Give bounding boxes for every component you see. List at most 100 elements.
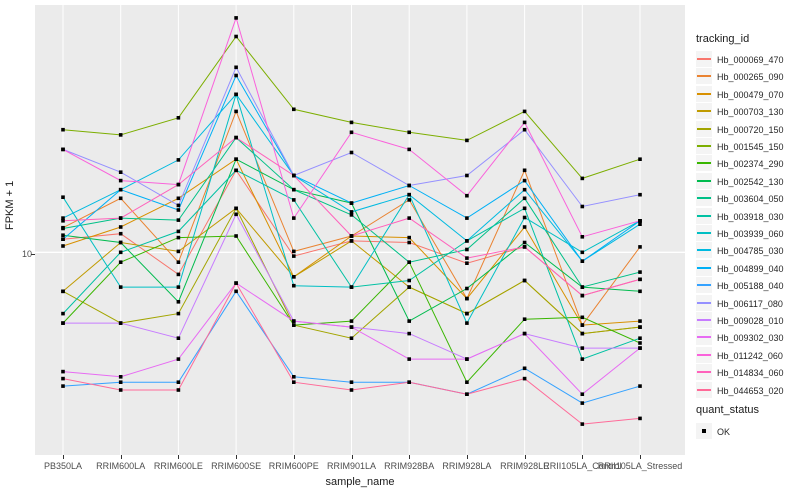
- legend-entry-label: OK: [717, 427, 731, 437]
- legend-key-swatch: [696, 381, 712, 398]
- data-point: [118, 250, 123, 255]
- legend-key-swatch: [696, 277, 712, 294]
- data-point: [407, 357, 411, 361]
- data-point: [638, 277, 642, 282]
- x-tick-label-RRIM901LA: RRIM901LA: [326, 461, 377, 471]
- data-point: [522, 225, 527, 229]
- data-point: [176, 260, 181, 264]
- data-point: [638, 192, 642, 197]
- data-point: [465, 261, 469, 265]
- legend-key-swatch: [696, 138, 712, 154]
- legend-line-icon: [697, 353, 711, 356]
- data-point: [292, 173, 296, 178]
- data-point: [176, 388, 181, 392]
- legend-entry-label: Hb_011242_060: [717, 350, 783, 361]
- data-point: [638, 219, 642, 223]
- data-point: [407, 235, 411, 240]
- legend-key-swatch: [696, 85, 712, 102]
- legend-entry-label: Hb_044653_020: [717, 385, 784, 396]
- data-point: [638, 157, 642, 161]
- x-tick-label-RRIM600LE: RRIM600LE: [153, 461, 203, 471]
- quant-ok-key: [696, 423, 712, 439]
- data-point: [580, 422, 585, 426]
- x-tick-mark: [524, 455, 526, 459]
- legend-key-swatch: [696, 294, 712, 311]
- x-tick-mark: [63, 455, 64, 459]
- data-point: [234, 234, 238, 238]
- data-point: [580, 346, 585, 350]
- data-point: [292, 187, 296, 192]
- data-point: [292, 249, 296, 254]
- legend-line-icon: [697, 75, 711, 78]
- data-point: [465, 392, 469, 396]
- data-point: [638, 336, 642, 340]
- x-tick-mark: [351, 455, 353, 459]
- legend-entry-label: Hb_002374_290: [717, 159, 784, 170]
- data-point: [580, 293, 585, 298]
- data-point: [118, 285, 123, 289]
- legend-line-icon: [697, 266, 711, 269]
- data-point: [176, 229, 181, 234]
- legend-entry-label: Hb_005188_040: [717, 281, 784, 292]
- data-point: [349, 213, 354, 217]
- legend-key-swatch: [696, 225, 712, 241]
- x-tick-label-RRIM928BA: RRIM928BA: [384, 461, 435, 471]
- legend-line-icon: [697, 232, 711, 234]
- x-tick-mark: [178, 455, 180, 459]
- data-point: [61, 311, 65, 316]
- data-point: [580, 204, 585, 209]
- data-point: [638, 222, 642, 226]
- data-point: [407, 147, 411, 152]
- x-tick-label-RRIM600LA: RRIM600LA: [96, 461, 146, 471]
- data-point: [234, 92, 238, 97]
- data-point: [580, 235, 585, 239]
- data-point: [522, 127, 527, 132]
- data-point: [176, 285, 181, 289]
- data-point: [349, 201, 354, 205]
- data-point: [522, 215, 527, 220]
- data-point: [638, 270, 642, 274]
- legend-entry-label: Hb_003918_030: [717, 211, 784, 222]
- data-point: [118, 321, 123, 325]
- legend-line-icon: [697, 336, 711, 339]
- legend-line-icon: [697, 214, 711, 217]
- data-point: [176, 203, 181, 208]
- data-point: [580, 357, 585, 361]
- x-tick-mark: [582, 455, 584, 459]
- legend-line-icon: [697, 249, 711, 252]
- x-tick-mark: [640, 455, 641, 459]
- data-point: [61, 127, 65, 132]
- data-point: [176, 357, 181, 361]
- data-point: [292, 380, 296, 384]
- legend-key-swatch: [696, 207, 712, 224]
- black-square-marker-icon: [702, 429, 706, 433]
- legend-entry-label: Hb_003604_050: [717, 194, 784, 205]
- data-point: [638, 416, 642, 421]
- data-point: [407, 198, 411, 202]
- data-point: [349, 325, 354, 329]
- legend-key-swatch: [696, 329, 712, 346]
- data-point: [580, 323, 585, 327]
- data-point: [292, 283, 296, 288]
- legend-entry-label: Hb_003939_060: [717, 229, 784, 239]
- data-point: [176, 272, 181, 277]
- legend-entry-label: Hb_000479_070: [717, 89, 784, 100]
- data-point: [118, 240, 123, 245]
- data-point: [407, 260, 411, 264]
- legend-line-icon: [697, 301, 711, 304]
- data-point: [176, 182, 181, 187]
- x-tick-label-RRIM600PE: RRIM600PE: [268, 461, 319, 471]
- x-tick-mark: [236, 455, 238, 459]
- legend-entry-label: Hb_009028_010: [717, 316, 784, 326]
- data-point: [292, 319, 296, 323]
- data-point: [118, 187, 123, 192]
- data-point: [465, 239, 469, 243]
- legend-line-icon: [697, 110, 711, 113]
- data-point: [522, 366, 527, 371]
- data-point: [292, 275, 296, 279]
- x-tick-label-RRII105LA_Control: RRII105LA_Control: [543, 461, 622, 471]
- legend-line-icon: [697, 145, 711, 147]
- data-point: [522, 120, 527, 125]
- legend-key-swatch: [696, 259, 712, 276]
- data-point: [118, 178, 123, 183]
